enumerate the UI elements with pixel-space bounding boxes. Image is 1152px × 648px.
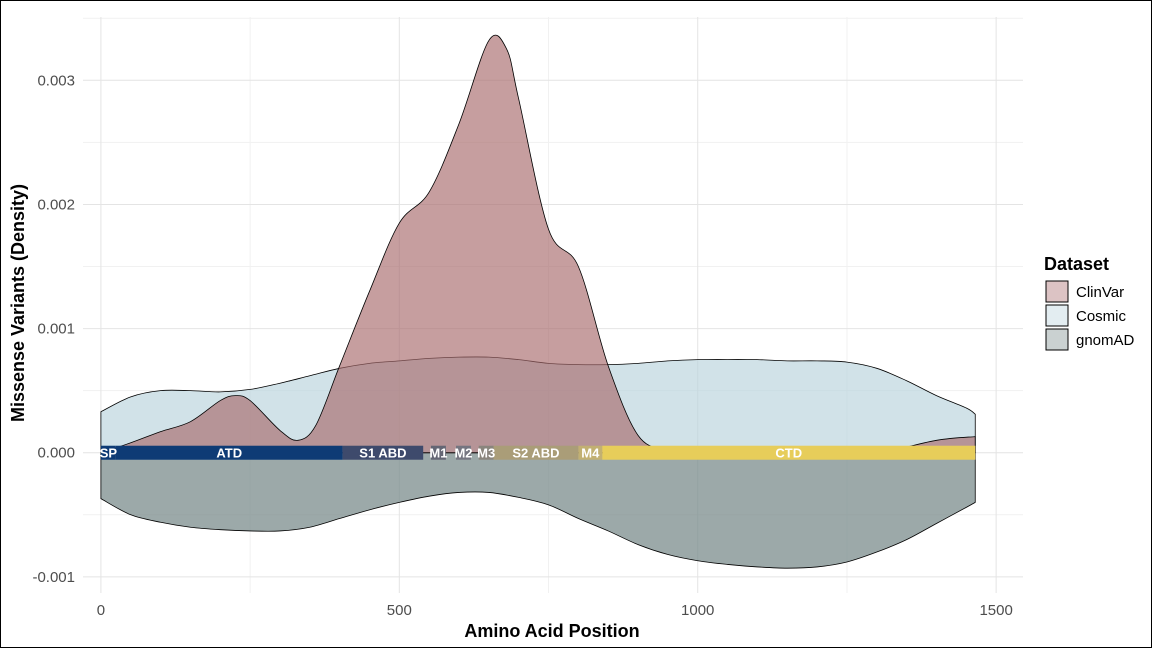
y-axis-ticks: -0.001 0.000 0.001 0.002 0.003 — [32, 72, 75, 586]
y-tick-label: 0.002 — [37, 196, 75, 213]
y-tick-label: -0.001 — [32, 569, 75, 586]
legend-title: Dataset — [1044, 254, 1109, 274]
legend-items: ClinVar Cosmic gnomAD — [1045, 280, 1135, 351]
x-axis-title: Amino Acid Position — [464, 621, 639, 641]
legend-label-cosmic: Cosmic — [1076, 308, 1127, 325]
protein-domains: SP ATD S1 ABD M1 M2 M3 S2 ABD M4 CTD — [100, 445, 976, 461]
domain-label-sp: SP — [100, 446, 118, 461]
domain-label-s1-abd: S1 ABD — [359, 446, 406, 461]
domain-label-ctd: CTD — [775, 446, 802, 461]
domain-ctd — [602, 445, 976, 460]
domain-s1-abd — [342, 445, 424, 460]
domain-atd — [115, 445, 343, 460]
domain-label-s2-abd: S2 ABD — [512, 446, 559, 461]
legend-key-gnomad — [1045, 328, 1069, 351]
legend-key-cosmic — [1045, 304, 1069, 327]
x-tick-label: 1500 — [979, 602, 1012, 619]
y-tick-label: 0.000 — [37, 445, 75, 462]
domain-m2 — [456, 445, 471, 460]
density-areas — [100, 34, 976, 569]
x-tick-label: 500 — [387, 602, 412, 619]
legend-label-gnomad: gnomAD — [1076, 332, 1135, 349]
legend: Dataset ClinVar Cosmic gnomAD — [1044, 254, 1135, 351]
x-tick-label: 1000 — [681, 602, 714, 619]
domain-label-atd: ATD — [216, 446, 242, 461]
y-axis-title: Missense Variants (Density) — [8, 184, 28, 422]
domain-m1 — [430, 445, 446, 460]
density-area-gnomad — [100, 452, 976, 569]
domain-label-m4: M4 — [581, 446, 600, 461]
domain-s2-abd — [493, 445, 579, 460]
domain-label-m3: M3 — [477, 446, 495, 461]
x-axis-ticks: 0 500 1000 1500 — [97, 602, 1013, 619]
domain-m3 — [478, 445, 494, 460]
domain-sp — [100, 445, 116, 460]
y-tick-label: 0.001 — [37, 321, 75, 338]
y-tick-label: 0.003 — [37, 72, 75, 89]
domain-label-m2: M2 — [454, 446, 472, 461]
x-tick-label: 0 — [97, 602, 105, 619]
domain-label-m1: M1 — [429, 446, 447, 461]
legend-label-clinvar: ClinVar — [1076, 284, 1124, 301]
domain-m4 — [578, 445, 603, 460]
legend-key-clinvar — [1045, 280, 1069, 303]
